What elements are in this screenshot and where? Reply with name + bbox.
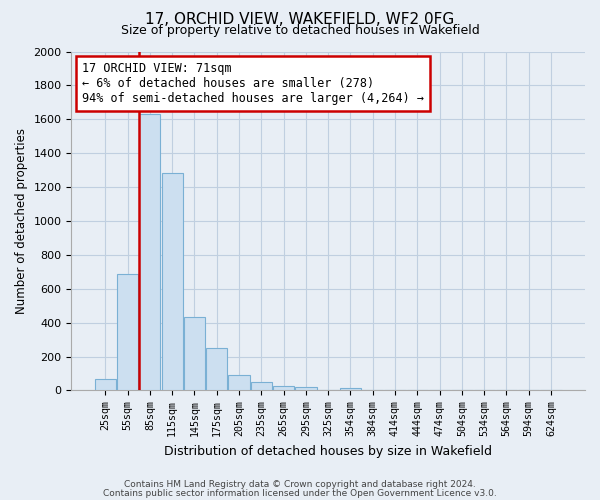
Bar [161, 172, 183, 390]
Bar [206, 348, 227, 391]
Bar [251, 382, 272, 390]
Bar [295, 387, 317, 390]
Bar [273, 386, 294, 390]
Bar [184, 316, 205, 390]
Bar [117, 274, 138, 390]
Bar [340, 388, 361, 390]
Bar [229, 375, 250, 390]
Y-axis label: Number of detached properties: Number of detached properties [15, 128, 28, 314]
Text: Size of property relative to detached houses in Wakefield: Size of property relative to detached ho… [121, 24, 479, 37]
X-axis label: Distribution of detached houses by size in Wakefield: Distribution of detached houses by size … [164, 444, 492, 458]
Text: 17 ORCHID VIEW: 71sqm
← 6% of detached houses are smaller (278)
94% of semi-deta: 17 ORCHID VIEW: 71sqm ← 6% of detached h… [82, 62, 424, 104]
Text: Contains HM Land Registry data © Crown copyright and database right 2024.: Contains HM Land Registry data © Crown c… [124, 480, 476, 489]
Text: Contains public sector information licensed under the Open Government Licence v3: Contains public sector information licen… [103, 488, 497, 498]
Bar [139, 114, 160, 390]
Bar [95, 380, 116, 390]
Text: 17, ORCHID VIEW, WAKEFIELD, WF2 0FG: 17, ORCHID VIEW, WAKEFIELD, WF2 0FG [145, 12, 455, 28]
